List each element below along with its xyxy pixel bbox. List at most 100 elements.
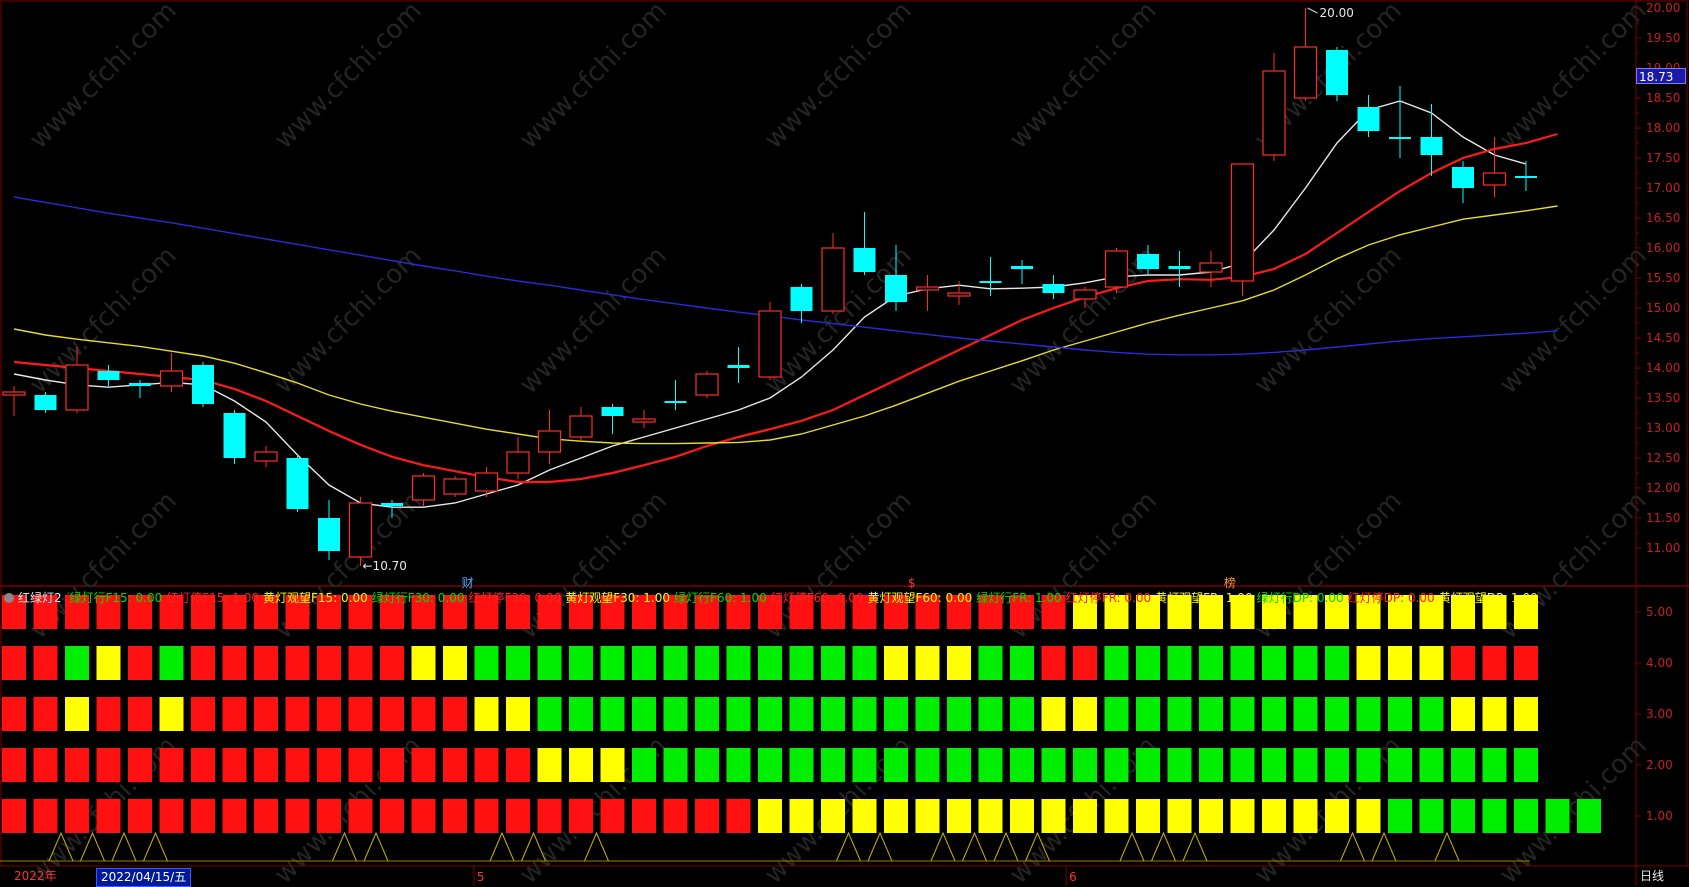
signal-triangle: [80, 831, 105, 862]
signal-cell: [33, 646, 58, 680]
candle-body: [758, 310, 782, 378]
signal-cell: [1356, 595, 1381, 629]
signal-cell: [1041, 748, 1066, 782]
month-label: 6: [1069, 870, 1077, 884]
signal-cell: [600, 799, 625, 833]
signal-cell: [1010, 697, 1034, 731]
signal-cell: [1545, 799, 1570, 833]
signal-cell: [947, 799, 971, 833]
signal-triangle: [1434, 831, 1460, 862]
signal-cell: [33, 748, 58, 782]
signal-cell: [915, 697, 940, 731]
period-label[interactable]: 日线: [1640, 869, 1665, 883]
signal-cell: [1451, 595, 1475, 629]
event-marker: 榜: [1224, 575, 1236, 590]
signal-cell: [1104, 646, 1129, 680]
signal-cell: [1262, 799, 1286, 833]
watermark-text: www.cfchi.com: [1494, 0, 1653, 155]
signal-cell: [1199, 748, 1223, 782]
signal-cell: [695, 799, 719, 833]
signal-cell: [506, 697, 530, 731]
chart-frame: [0, 0, 1688, 867]
signal-cell: [348, 748, 373, 782]
signal-cell: [2, 799, 26, 833]
signal-cell: [317, 595, 341, 629]
y-tick-label: 11.50: [1646, 511, 1680, 525]
candle-body: [1326, 50, 1348, 95]
signal-cell: [254, 697, 278, 731]
signal-cell: [663, 748, 688, 782]
candle-body: [65, 364, 89, 411]
y-tick-label: 17.50: [1646, 151, 1680, 165]
y-tick-label: 16.50: [1646, 211, 1680, 225]
signal-cell: [884, 595, 908, 629]
signal-cell: [348, 646, 373, 680]
signal-cell: [1451, 799, 1475, 833]
signal-cell: [600, 697, 625, 731]
collapse-icon[interactable]: [4, 593, 14, 603]
signal-cell: [695, 595, 719, 629]
signal-cell: [884, 748, 908, 782]
signal-triangle: [584, 831, 609, 862]
signal-cell: [1388, 646, 1412, 680]
candle-body: [318, 518, 340, 551]
signal-cell: [348, 595, 373, 629]
candle-body: [1262, 70, 1286, 156]
candle-body: [411, 475, 436, 501]
signal-cell: [1010, 646, 1034, 680]
signal-triangle: [962, 831, 987, 862]
candle-body: [1482, 172, 1507, 186]
signal-cell: [1199, 697, 1223, 731]
signal-cell: [915, 748, 940, 782]
signal-cell: [537, 646, 562, 680]
signal-cell: [758, 646, 782, 680]
signal-cell: [632, 697, 656, 731]
candle-body: [1104, 250, 1129, 288]
signal-cell: [1325, 697, 1349, 731]
signal-cell: [1041, 799, 1066, 833]
signal-cell: [411, 799, 436, 833]
signal-triangle: [111, 831, 137, 862]
signal-cell: [1010, 799, 1034, 833]
y-tick-label: 14.00: [1646, 361, 1680, 375]
signal-cell: [380, 595, 404, 629]
y-tick-label: 19.50: [1646, 31, 1680, 45]
signal-cell: [600, 748, 625, 782]
signal-cell: [978, 748, 1003, 782]
signal-cell: [947, 748, 971, 782]
signal-cell: [96, 646, 121, 680]
signal-triangle: [1119, 831, 1145, 862]
y-tick-label: 4.00: [1646, 656, 1673, 670]
signal-cell: [380, 799, 404, 833]
candle-body: [979, 281, 1002, 283]
signal-cell: [600, 646, 625, 680]
candle-body: [97, 371, 120, 380]
signal-cell: [569, 748, 593, 782]
signal-cell: [411, 697, 436, 731]
signal-cell: [1514, 748, 1538, 782]
watermark-text: www.cfchi.com: [759, 0, 918, 155]
signal-cell: [348, 697, 373, 731]
signal-cell: [191, 595, 215, 629]
y-tick-label: 14.50: [1646, 331, 1680, 345]
candle-body: [1389, 137, 1411, 139]
candle-body: [1073, 289, 1097, 300]
watermark-text: www.cfchi.com: [269, 0, 428, 155]
signal-cell: [600, 595, 625, 629]
signal-cell: [348, 799, 373, 833]
signal-cell: [758, 595, 782, 629]
legend-entry: 红灯停FR: 0.00: [1065, 591, 1152, 605]
signal-cell: [96, 748, 121, 782]
signal-cell: [222, 595, 247, 629]
watermark-text: www.cfchi.com: [514, 0, 673, 155]
signal-cell: [663, 595, 688, 629]
indicator-header: 红绿灯2 绿灯行F15: 0.00 红灯停F15: 1.00 黄灯观望F15: 0.…: [0, 589, 1546, 607]
low-price-label: ←10.70: [363, 559, 407, 573]
signal-cell: [915, 646, 940, 680]
signal-cell: [726, 646, 751, 680]
signal-cell: [1073, 697, 1097, 731]
signal-cell: [285, 697, 310, 731]
signal-cell: [222, 748, 247, 782]
candle-body: [348, 502, 373, 558]
